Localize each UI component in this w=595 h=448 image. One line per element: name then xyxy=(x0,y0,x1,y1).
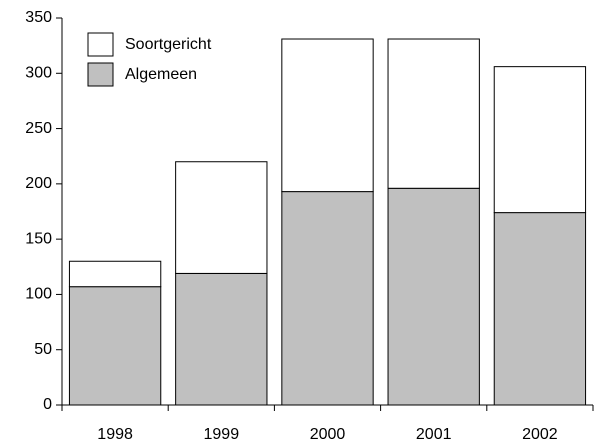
bar-segment xyxy=(387,187,480,406)
bar-segment xyxy=(493,66,587,214)
bar-segment xyxy=(175,161,268,274)
x-tick-label: 1999 xyxy=(204,426,240,443)
y-tick-label: 150 xyxy=(25,230,52,247)
bar-segment xyxy=(493,212,587,406)
x-tick-label: 2000 xyxy=(310,426,346,443)
bar-segment xyxy=(175,272,268,406)
x-tick-label: 2002 xyxy=(522,426,558,443)
y-tick-label: 100 xyxy=(25,286,52,303)
legend-label: Soortgericht xyxy=(125,36,212,53)
y-tick-label: 0 xyxy=(43,396,52,413)
legend-swatch xyxy=(87,62,114,87)
y-tick-label: 300 xyxy=(25,65,52,82)
legend-label: Algemeen xyxy=(125,66,197,83)
y-tick-label: 50 xyxy=(34,341,52,358)
x-tick-label: 2001 xyxy=(416,426,452,443)
y-tick-label: 250 xyxy=(25,120,52,137)
bar-segment xyxy=(68,260,162,288)
y-tick-label: 350 xyxy=(25,9,52,26)
bar-segment xyxy=(387,38,480,189)
x-tick-label: 1998 xyxy=(97,426,133,443)
bar-segment xyxy=(68,286,162,406)
y-tick-label: 200 xyxy=(25,175,52,192)
legend-swatch xyxy=(87,32,114,57)
bar-segment xyxy=(281,191,374,406)
bar-segment xyxy=(281,38,374,193)
